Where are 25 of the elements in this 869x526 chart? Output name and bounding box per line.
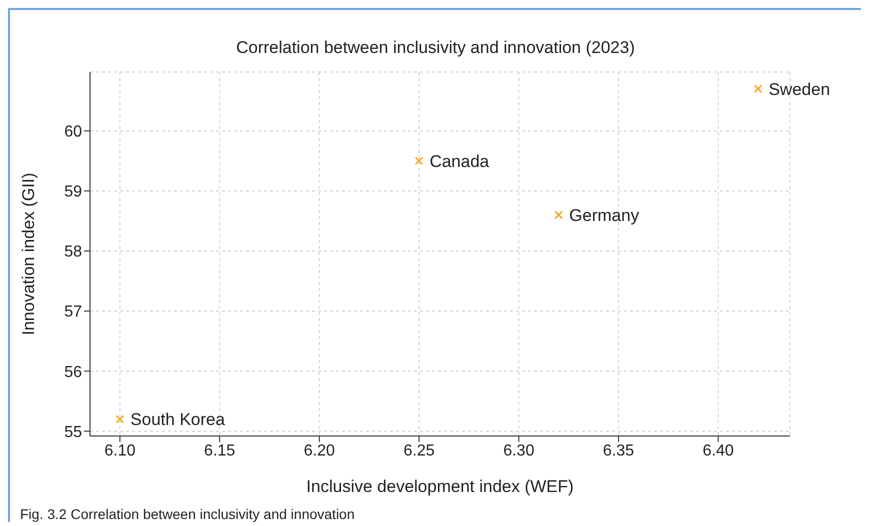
x-tick-label: 6.20 — [304, 442, 336, 460]
chart-title: Correlation between inclusivity and innovation (2023) — [235, 37, 636, 59]
caption: Fig. 3.2 Correlation between inclusivity and innovation — [20, 506, 356, 522]
y-axis-title: Innovation index (GII) — [19, 172, 38, 336]
y-tick-label: 56 — [64, 364, 82, 381]
y-tick-label: 60 — [64, 124, 82, 141]
y-tick-label: 57 — [64, 304, 82, 321]
x-tick-label: 6.35 — [602, 442, 634, 460]
y-tick-label: 58 — [64, 244, 82, 261]
x-tick-label: 6.30 — [503, 442, 534, 460]
series-label: Canada — [430, 152, 490, 171]
x-tick-label: 6.10 — [104, 442, 136, 460]
x-axis-title: Inclusive development index (WEF) — [306, 477, 574, 496]
series-label: Germany — [569, 206, 640, 225]
x-tick-label: 6.25 — [403, 442, 435, 460]
y-tick-label: 59 — [64, 184, 82, 201]
x-tick-label: 6.40 — [702, 442, 734, 460]
point — [116, 414, 124, 424]
point — [554, 210, 563, 220]
y-tick-label: 55 — [64, 424, 82, 441]
series-label: Sweden — [768, 80, 830, 99]
x-tick-label: 6.15 — [204, 442, 236, 460]
point — [754, 84, 762, 94]
series-label: South Korea — [130, 410, 226, 430]
point — [414, 156, 424, 166]
